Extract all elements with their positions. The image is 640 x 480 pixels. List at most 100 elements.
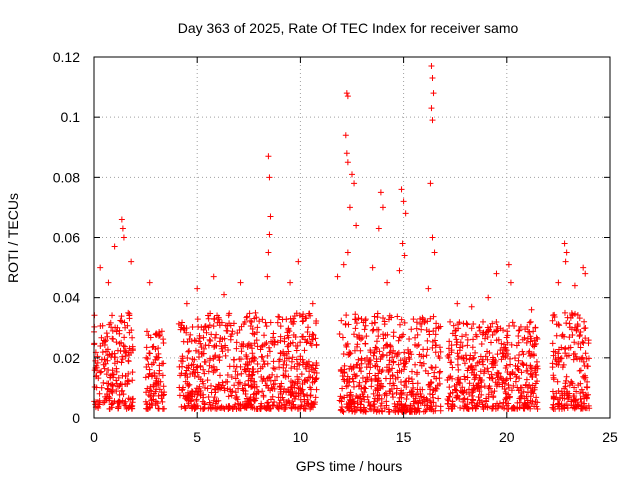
data-point xyxy=(444,352,451,359)
data-point xyxy=(526,329,533,336)
data-point xyxy=(469,404,476,411)
data-point xyxy=(161,389,168,396)
data-point xyxy=(345,321,352,328)
data-point xyxy=(459,343,466,350)
data-point xyxy=(470,396,477,403)
data-point xyxy=(428,63,435,70)
data-point xyxy=(414,331,421,338)
data-point xyxy=(103,371,110,378)
data-point xyxy=(389,354,396,361)
data-point xyxy=(429,75,436,82)
data-point xyxy=(527,338,534,345)
data-point xyxy=(206,336,213,343)
data-point xyxy=(192,403,199,410)
data-point xyxy=(389,365,396,372)
data-point xyxy=(340,261,347,268)
data-point xyxy=(490,393,497,400)
data-point xyxy=(247,322,254,329)
data-point xyxy=(428,105,435,112)
data-point xyxy=(460,355,467,362)
data-point xyxy=(429,234,436,241)
data-point xyxy=(396,334,403,341)
data-point xyxy=(393,353,400,360)
data-point xyxy=(365,399,372,406)
data-point xyxy=(357,401,364,408)
data-point xyxy=(280,361,287,368)
data-point xyxy=(128,258,135,265)
data-point xyxy=(289,339,296,346)
data-point xyxy=(551,314,558,321)
data-point xyxy=(397,357,404,364)
data-point xyxy=(432,349,439,356)
data-point xyxy=(574,355,581,362)
data-point xyxy=(569,312,576,319)
data-point xyxy=(468,303,475,310)
data-point xyxy=(295,392,302,399)
data-point xyxy=(517,323,524,330)
data-point xyxy=(244,313,251,320)
data-point xyxy=(227,388,234,395)
data-point xyxy=(219,379,226,386)
data-point xyxy=(147,334,154,341)
data-point xyxy=(518,392,525,399)
data-point xyxy=(349,396,356,403)
data-point xyxy=(214,312,221,319)
data-point xyxy=(206,357,213,364)
data-point xyxy=(251,379,258,386)
data-point xyxy=(274,339,281,346)
data-point xyxy=(357,347,364,354)
data-point xyxy=(503,395,510,402)
data-point xyxy=(147,393,154,400)
data-point xyxy=(521,334,528,341)
data-point xyxy=(285,325,292,332)
data-point xyxy=(426,331,433,338)
data-point xyxy=(386,388,393,395)
data-point xyxy=(464,396,471,403)
data-point xyxy=(468,386,475,393)
data-point xyxy=(269,402,276,409)
data-point xyxy=(488,339,495,346)
data-point xyxy=(460,398,467,405)
data-point xyxy=(267,387,274,394)
data-point xyxy=(561,309,568,316)
data-point xyxy=(575,382,582,389)
data-point xyxy=(454,300,461,307)
data-point xyxy=(187,331,194,338)
data-point xyxy=(352,325,359,332)
data-point xyxy=(194,316,201,323)
data-point xyxy=(362,340,369,347)
data-point xyxy=(484,334,491,341)
data-point xyxy=(103,330,110,337)
data-point xyxy=(276,314,283,321)
data-point xyxy=(265,249,272,256)
data-point xyxy=(400,366,407,373)
data-point xyxy=(197,362,204,369)
data-point xyxy=(579,354,586,361)
data-point xyxy=(148,388,155,395)
data-point xyxy=(236,405,243,412)
data-point xyxy=(231,356,238,363)
data-point xyxy=(362,385,369,392)
data-point xyxy=(350,383,357,390)
data-point xyxy=(184,354,191,361)
data-point xyxy=(231,382,238,389)
data-point xyxy=(527,318,534,325)
data-point xyxy=(143,389,150,396)
data-point xyxy=(504,351,511,358)
data-point xyxy=(208,331,215,338)
data-point xyxy=(259,342,266,349)
data-point xyxy=(145,391,152,398)
data-point xyxy=(255,389,262,396)
data-point xyxy=(343,312,350,319)
data-point xyxy=(346,365,353,372)
data-point xyxy=(150,343,157,350)
data-point xyxy=(241,319,248,326)
data-point xyxy=(125,395,132,402)
data-point xyxy=(280,372,287,379)
data-point xyxy=(312,335,319,342)
data-point xyxy=(390,380,397,387)
data-point xyxy=(453,341,460,348)
data-point xyxy=(271,399,278,406)
data-point xyxy=(254,360,261,367)
data-point xyxy=(414,391,421,398)
